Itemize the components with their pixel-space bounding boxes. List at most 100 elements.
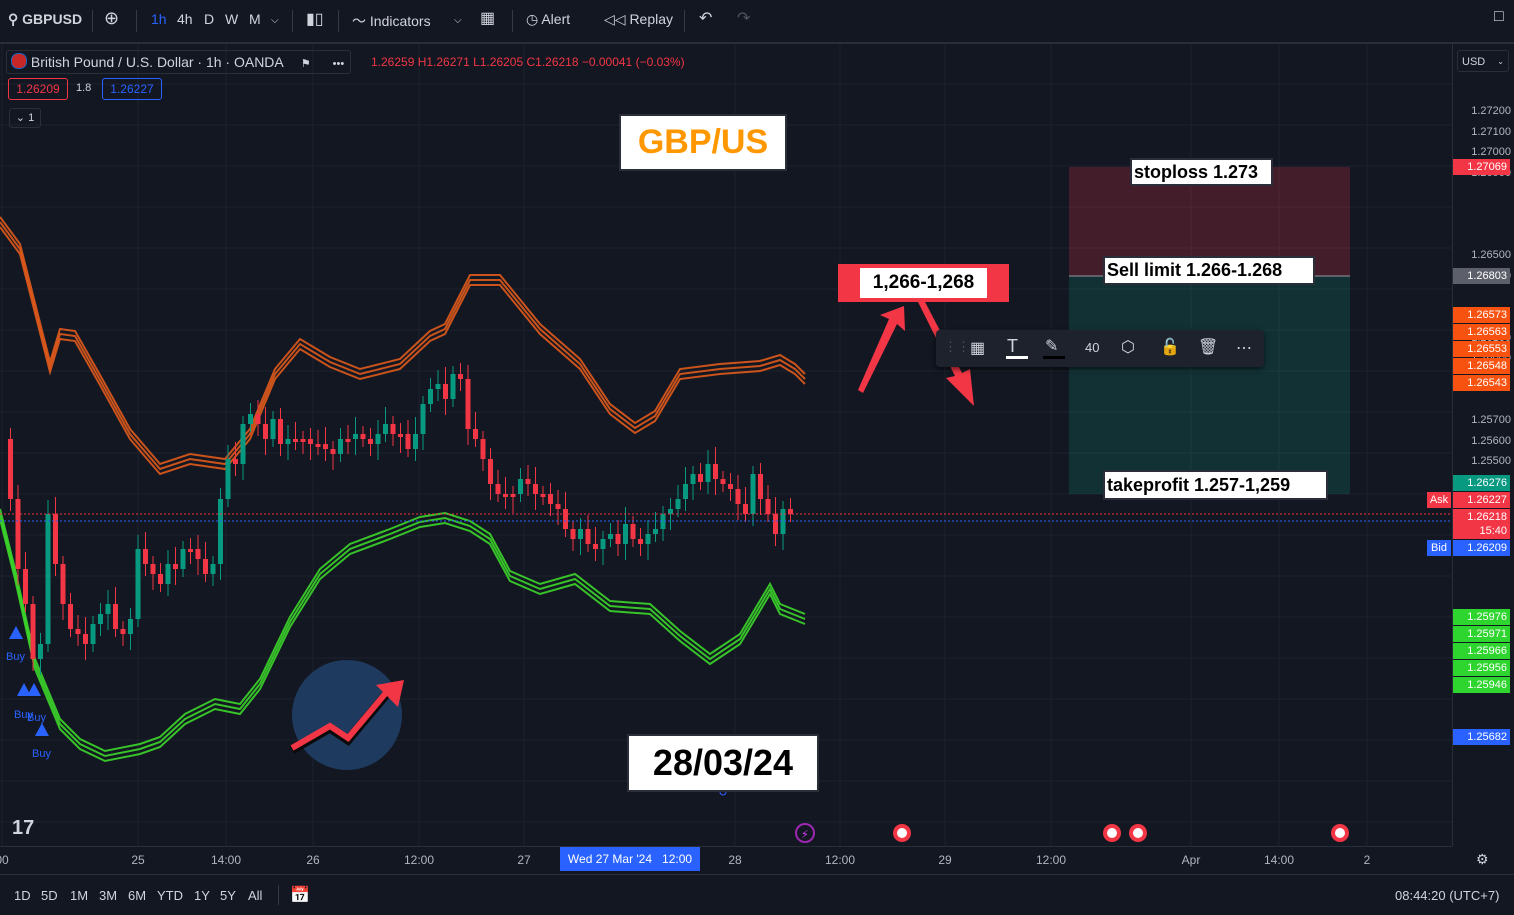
range-ytd[interactable]: YTD	[157, 888, 183, 903]
indicator-toggle[interactable]: ⌄ 1	[9, 108, 41, 128]
chevron-down-icon[interactable]: ⌵	[271, 15, 279, 26]
candle	[413, 434, 418, 449]
events: ⚡	[795, 823, 1349, 843]
range-6m[interactable]: 6M	[128, 888, 147, 903]
interval-m[interactable]: M	[249, 11, 261, 27]
takeprofit-label[interactable]: takeprofit 1.257-1,259	[1103, 470, 1328, 500]
candle	[15, 499, 21, 569]
clock[interactable]: 08:44:20 (UTC+7)	[1395, 888, 1500, 903]
candle	[780, 509, 786, 534]
template-icon[interactable]: ▦	[970, 340, 986, 357]
range-1y[interactable]: 1Y	[194, 888, 210, 903]
indicators-button[interactable]: 〜 Indicators	[352, 13, 431, 29]
time-tick-label: 25	[131, 853, 145, 867]
price-tick-label: 1.25500	[1471, 455, 1511, 468]
date-annotation[interactable]: 28/03/24	[627, 734, 819, 792]
price-tag: 1.25976	[1453, 609, 1510, 625]
buy-button[interactable]: 1.26227	[102, 78, 162, 100]
range-3m[interactable]: 3M	[99, 888, 118, 903]
time-tick-label: 28	[728, 853, 742, 867]
lock-icon[interactable]: 🔓	[1160, 339, 1180, 356]
stoploss-label[interactable]: stoploss 1.273	[1130, 158, 1273, 186]
candle	[270, 419, 276, 439]
buy-triangle	[27, 683, 41, 696]
buy-triangle	[17, 683, 31, 696]
lightning-icon[interactable]	[795, 823, 815, 843]
interval-d[interactable]: D	[204, 11, 215, 27]
symbol-search[interactable]: ⚲ GBPUSD	[8, 11, 82, 28]
drag-handle-icon[interactable]: ⋮⋮	[944, 339, 970, 354]
text-icon[interactable]: T	[1007, 336, 1018, 356]
interval-4h[interactable]: 4h	[177, 11, 193, 27]
sell-button[interactable]: 1.26209	[8, 78, 68, 100]
more-icon[interactable]: ⋯	[1236, 340, 1252, 357]
candle	[135, 549, 141, 619]
time-tick-label: 2	[1363, 853, 1371, 867]
add-symbol-icon[interactable]: ⊕	[104, 8, 120, 28]
range-1m[interactable]: 1M	[70, 888, 89, 903]
title-annotation[interactable]: GBP/US	[619, 114, 787, 171]
undo-icon[interactable]: ↶	[699, 10, 713, 27]
layouts-icon[interactable]: ▦	[480, 10, 496, 27]
price-tick-label: 1.27100	[1471, 125, 1511, 138]
calendar-icon[interactable]: 📅	[290, 887, 310, 904]
keltner-bands	[0, 216, 806, 763]
search-icon: ⚲	[8, 11, 19, 27]
candle	[578, 529, 583, 539]
candle	[390, 424, 396, 434]
candle	[638, 539, 643, 544]
candle	[495, 484, 501, 494]
candle	[128, 619, 133, 634]
range-all[interactable]: All	[248, 888, 263, 903]
candle	[30, 604, 36, 659]
time-tick-label: 14:00	[1263, 853, 1295, 867]
candle	[398, 434, 403, 437]
candle	[300, 439, 306, 442]
price-tag: 1.26543	[1453, 375, 1510, 391]
drawing-toolbar: ⋮⋮ ▦ T ✎ 40 ⬡ 🔓 🗑 ⋯	[936, 330, 1264, 367]
replay-button[interactable]: ◁◁ Replay	[604, 11, 674, 27]
entry-zone-box[interactable]: 1,266-1,268	[838, 264, 1009, 302]
crosshair-time-label: Wed 27 Mar '24 12:00	[560, 847, 700, 871]
buy-label: Buy	[32, 748, 51, 760]
candle	[353, 434, 358, 439]
interval-w[interactable]: W	[225, 11, 239, 27]
candle	[360, 434, 366, 439]
price-chart[interactable]: Buy Buy Buy Buy 17 ⚡	[0, 44, 1452, 846]
candle	[735, 489, 741, 504]
candle	[758, 474, 763, 499]
time-axis[interactable]: 00 25 14:00 26 12:00 27 28 12:00 29 12:00 Apr 14:00…	[0, 846, 1452, 873]
fullscreen-icon[interactable]: □	[1494, 8, 1504, 25]
bid-badge: Bid	[1427, 540, 1451, 556]
symbol-label: GBPUSD	[22, 11, 83, 27]
candle	[263, 424, 268, 439]
candle	[60, 564, 66, 604]
entry-zone-label: 1,266-1,268	[860, 268, 987, 298]
trash-icon[interactable]: 🗑	[1198, 339, 1219, 356]
text-color-swatch[interactable]	[1006, 356, 1028, 359]
candle	[23, 569, 28, 604]
candle	[53, 514, 58, 564]
fill-color-icon[interactable]: ✎	[1045, 338, 1059, 355]
settings-icon[interactable]: ⬡	[1121, 339, 1135, 356]
symbol-legend[interactable]: British Pound / U.S. Dollar · 1h · OANDA…	[6, 50, 352, 74]
ask-badge: Ask	[1427, 492, 1451, 508]
alert-button[interactable]: ◷ Alert	[526, 11, 571, 27]
range-1d[interactable]: 1D	[14, 888, 31, 903]
range-5y[interactable]: 5Y	[220, 888, 236, 903]
range-5d[interactable]: 5D	[41, 888, 58, 903]
settings-gear-icon[interactable]: ⚙	[1476, 851, 1489, 867]
currency-select[interactable]: USD ⌄	[1457, 50, 1509, 72]
more-options-icon[interactable]: •••	[332, 58, 345, 70]
spread-value: 1.8	[76, 82, 92, 94]
interval-1h[interactable]: 1h	[151, 11, 167, 27]
sell-limit-label[interactable]: Sell limit 1.266-1.268	[1103, 256, 1315, 285]
candle	[548, 494, 553, 504]
takeprofit-zone[interactable]	[1069, 276, 1350, 494]
redo-icon[interactable]: ↷	[737, 10, 751, 27]
candles-icon[interactable]: ▮▯	[306, 11, 324, 28]
font-size-value[interactable]: 40	[1085, 340, 1100, 355]
fill-color-swatch[interactable]	[1043, 356, 1065, 359]
chevron-down-icon[interactable]: ⌵	[454, 15, 462, 26]
chevron-down-icon: ⌄	[15, 112, 26, 124]
